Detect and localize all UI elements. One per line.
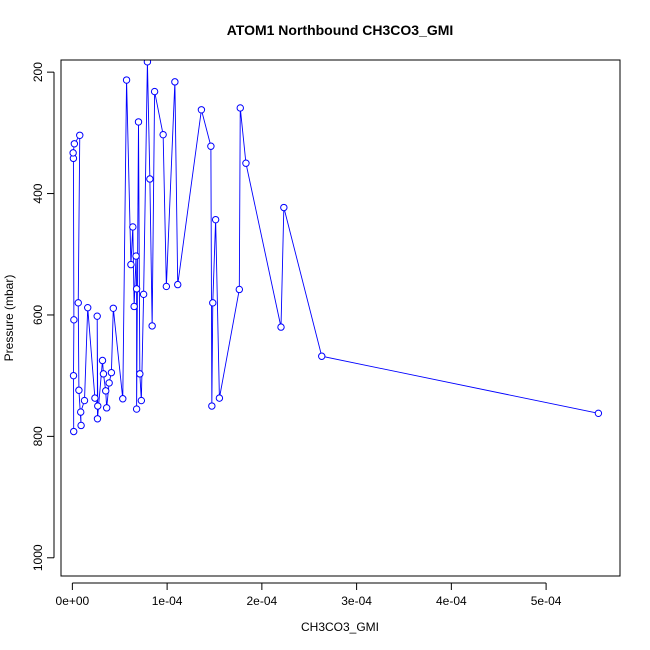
data-point — [211, 215, 220, 224]
data-point — [99, 370, 108, 378]
data-point — [277, 323, 285, 331]
y-axis-label: Pressure (mbar) — [2, 275, 16, 362]
y-tick-label: 600 — [31, 305, 45, 325]
data-point — [107, 368, 116, 377]
data-point — [102, 404, 111, 412]
series-points — [69, 60, 603, 436]
data-point — [91, 394, 99, 402]
data-point — [119, 395, 127, 403]
data-point — [94, 402, 102, 410]
x-tick-label: 1e-04 — [152, 594, 183, 608]
data-point — [127, 260, 135, 269]
chart-title: ATOM1 Northbound CH3CO3_GMI — [227, 22, 454, 38]
data-point — [242, 159, 250, 167]
data-point — [280, 203, 288, 212]
data-point — [69, 149, 77, 157]
x-axis-label: CH3CO3_GMI — [301, 620, 379, 634]
data-point — [109, 304, 118, 312]
data-point — [197, 106, 206, 114]
data-point — [70, 427, 78, 436]
data-point — [171, 78, 179, 86]
y-tick-label: 400 — [31, 183, 45, 203]
x-tick-label: 5e-04 — [531, 594, 562, 608]
y-tick-label: 800 — [31, 426, 45, 446]
data-point — [130, 302, 138, 311]
data-point — [102, 387, 110, 395]
data-point — [215, 394, 224, 402]
data-point — [84, 303, 92, 312]
data-point — [236, 104, 244, 112]
y-axis: 200 400 600 800 1000 — [31, 62, 55, 571]
data-point — [122, 76, 131, 84]
data-point — [105, 379, 113, 387]
data-point — [318, 352, 326, 360]
x-tick-label: 4e-04 — [436, 594, 467, 608]
data-point — [93, 312, 101, 320]
data-point — [132, 252, 140, 260]
data-point — [207, 142, 215, 150]
data-point — [77, 408, 85, 416]
data-point — [235, 285, 244, 294]
data-point — [134, 118, 143, 126]
data-point — [70, 140, 79, 148]
x-axis: 0e+00 1e-04 2e-04 3e-04 4e-04 5e-04 — [56, 582, 562, 608]
x-tick-label: 2e-04 — [247, 594, 278, 608]
data-point — [208, 402, 216, 410]
data-point — [70, 316, 78, 324]
data-point — [76, 131, 84, 139]
data-point — [159, 130, 167, 139]
x-tick-label: 3e-04 — [341, 594, 372, 608]
data-point — [146, 175, 154, 183]
data-point — [150, 87, 159, 96]
plot-frame — [60, 59, 621, 577]
y-tick-label: 200 — [31, 62, 45, 82]
x-tick-label: 0e+00 — [56, 594, 90, 608]
data-point — [98, 356, 107, 365]
data-point — [136, 370, 144, 378]
data-point — [143, 60, 152, 66]
data-point — [162, 282, 171, 291]
data-point — [174, 280, 182, 289]
data-point — [93, 415, 102, 423]
data-point — [74, 299, 82, 307]
y-tick-label: 1000 — [31, 544, 45, 571]
data-point — [209, 299, 217, 307]
data-point — [148, 322, 156, 330]
data-point — [137, 396, 146, 405]
data-point — [139, 290, 148, 299]
data-point — [80, 396, 89, 405]
data-point — [594, 409, 603, 418]
data-point — [69, 371, 78, 380]
data-point — [132, 285, 141, 293]
data-point — [129, 223, 137, 231]
data-point — [75, 386, 83, 394]
data-point — [77, 421, 85, 430]
data-point — [132, 405, 141, 413]
